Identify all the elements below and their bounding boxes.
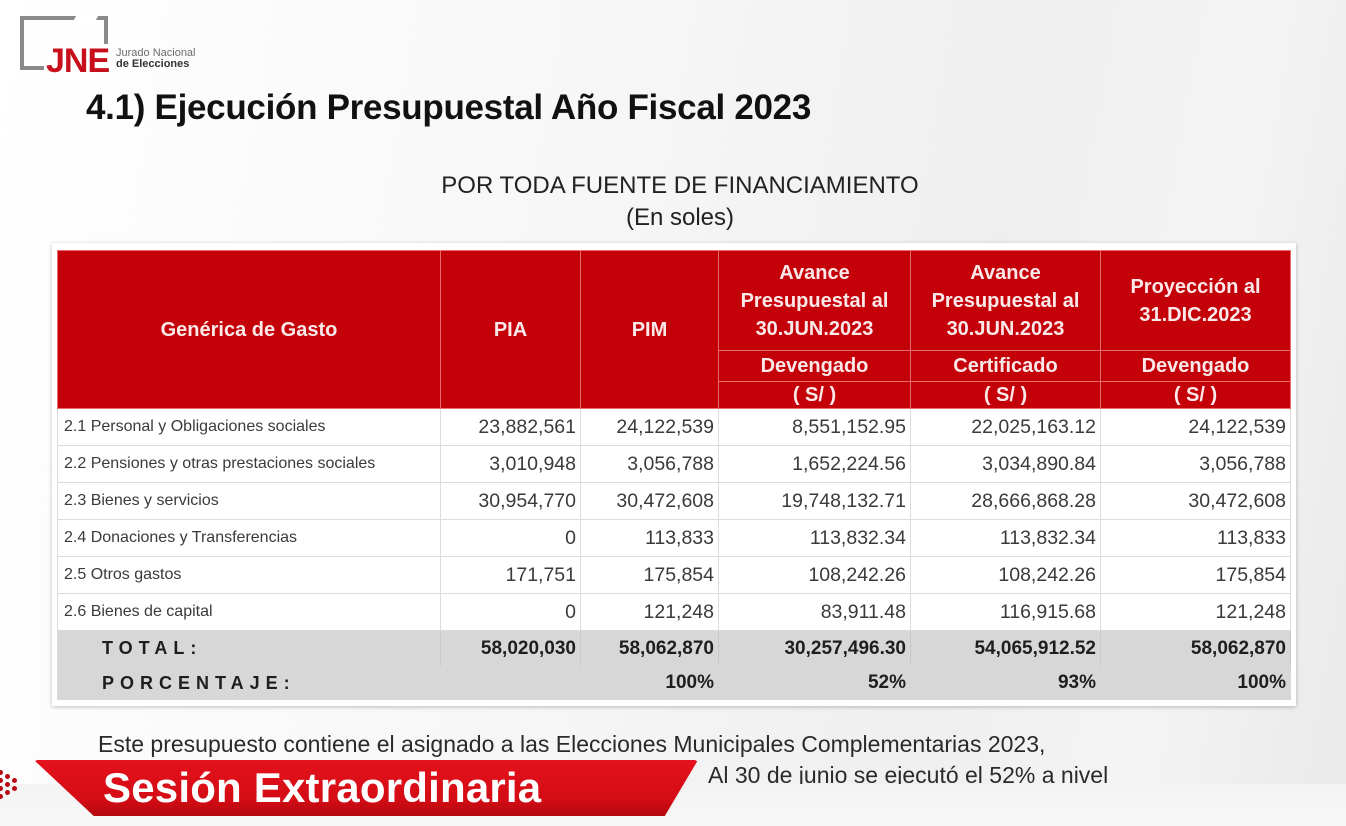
row-label: 2.6 Bienes de capital	[57, 593, 441, 631]
cell-pia: 0	[440, 593, 581, 631]
cell-proyeccion: 121,248	[1100, 593, 1291, 631]
cell-proyeccion: 3,056,788	[1100, 445, 1291, 483]
cell-proyeccion: 175,854	[1100, 556, 1291, 594]
cell-devengado: 113,832.34	[718, 519, 911, 557]
row-label: 2.5 Otros gastos	[57, 556, 441, 594]
cell-certificado: 108,242.26	[910, 556, 1101, 594]
total-pim: 58,062,870	[580, 630, 719, 667]
header-pim: PIM	[580, 250, 719, 409]
row-label: 2.4 Donaciones y Transferencias	[57, 519, 441, 557]
cell-certificado: 116,915.68	[910, 593, 1101, 631]
budget-table: Genérica de Gasto PIA PIM Avance Presupu…	[57, 250, 1291, 700]
table-row: 2.6 Bienes de capital 0 121,248 83,911.4…	[57, 593, 1291, 631]
footer-note-line1: Este presupuesto contiene el asignado a …	[98, 731, 1046, 757]
logo-mark: JNE	[44, 42, 112, 80]
jne-logo: JNE Jurado Nacional de Elecciones	[20, 12, 220, 78]
total-label: TOTAL:	[57, 630, 441, 667]
currency-certificado: ( S/ )	[910, 381, 1101, 409]
total-pia: 58,020,030	[440, 630, 581, 667]
cell-certificado: 3,034,890.84	[910, 445, 1101, 483]
header-proyeccion: Proyección al 31.DIC.2023	[1100, 250, 1291, 351]
row-label: 2.2 Pensiones y otras prestaciones socia…	[57, 445, 441, 483]
cell-pia: 171,751	[440, 556, 581, 594]
cell-pim: 113,833	[580, 519, 719, 557]
cell-devengado: 1,652,224.56	[718, 445, 911, 483]
dots-pattern-icon	[0, 770, 22, 804]
cell-devengado: 8,551,152.95	[718, 408, 911, 446]
cell-pim: 121,248	[580, 593, 719, 631]
percentage-proyeccion: 100%	[1100, 666, 1291, 700]
currency-devengado: ( S/ )	[718, 381, 911, 409]
percentage-pim: 100%	[580, 666, 719, 700]
table-row: 2.5 Otros gastos 171,751 175,854 108,242…	[57, 556, 1291, 594]
cell-certificado: 28,666,868.28	[910, 482, 1101, 520]
percentage-certificado: 93%	[910, 666, 1101, 700]
row-label: 2.3 Bienes y servicios	[57, 482, 441, 520]
page-title: 4.1) Ejecución Presupuestal Año Fiscal 2…	[86, 88, 811, 127]
header-pia: PIA	[440, 250, 581, 409]
header-avance-certificado: Avance Presupuestal al 30.JUN.2023	[910, 250, 1101, 351]
cell-pia: 23,882,561	[440, 408, 581, 446]
total-proyeccion: 58,062,870	[1100, 630, 1291, 667]
table-row: 2.4 Donaciones y Transferencias 0 113,83…	[57, 519, 1291, 557]
subheader-proyeccion-devengado: Devengado	[1100, 350, 1291, 382]
budget-table-container: Genérica de Gasto PIA PIM Avance Presupu…	[52, 243, 1296, 706]
percentage-row: PORCENTAJE: 100% 52% 93% 100%	[57, 666, 1291, 700]
total-certificado: 54,065,912.52	[910, 630, 1101, 667]
subtitle-line2: (En soles)	[625, 204, 735, 231]
percentage-pia	[440, 666, 581, 700]
table-subtitle: POR TODA FUENTE DE FINANCIAMIENTO (En so…	[0, 170, 1346, 234]
cell-pim: 30,472,608	[580, 482, 719, 520]
cell-pim: 3,056,788	[580, 445, 719, 483]
cell-certificado: 22,025,163.12	[910, 408, 1101, 446]
logo-org-line2: de Elecciones	[116, 58, 190, 70]
subtitle-line1: POR TODA FUENTE DE FINANCIAMIENTO	[441, 172, 919, 199]
cell-pim: 175,854	[580, 556, 719, 594]
cell-certificado: 113,832.34	[910, 519, 1101, 557]
logo-org-line1: Jurado Nacional	[116, 47, 196, 59]
header-generica: Genérica de Gasto	[57, 250, 441, 409]
row-label: 2.1 Personal y Obligaciones sociales	[57, 408, 441, 446]
cell-pim: 24,122,539	[580, 408, 719, 446]
footer-note-line2: Al 30 de junio se ejecutó el 52% a nivel	[708, 762, 1109, 786]
table-row: 2.3 Bienes y servicios 30,954,770 30,472…	[57, 482, 1291, 520]
cell-proyeccion: 24,122,539	[1100, 408, 1291, 446]
subheader-certificado: Certificado	[910, 350, 1101, 382]
total-devengado: 30,257,496.30	[718, 630, 911, 667]
cell-proyeccion: 113,833	[1100, 519, 1291, 557]
cell-pia: 30,954,770	[440, 482, 581, 520]
cell-devengado: 83,911.48	[718, 593, 911, 631]
table-row: 2.1 Personal y Obligaciones sociales 23,…	[57, 408, 1291, 446]
session-banner-label: Sesión Extraordinaria	[103, 764, 542, 811]
percentage-devengado: 52%	[718, 666, 911, 700]
percentage-label: PORCENTAJE:	[57, 666, 441, 700]
total-row: TOTAL: 58,020,030 58,062,870 30,257,496.…	[57, 630, 1291, 667]
session-banner	[34, 760, 698, 816]
logo-org-name: Jurado Nacional de Elecciones	[116, 48, 196, 70]
subheader-devengado: Devengado	[718, 350, 911, 382]
header-avance-devengado: Avance Presupuestal al 30.JUN.2023	[718, 250, 911, 351]
cell-pia: 3,010,948	[440, 445, 581, 483]
cell-devengado: 108,242.26	[718, 556, 911, 594]
cell-proyeccion: 30,472,608	[1100, 482, 1291, 520]
cell-pia: 0	[440, 519, 581, 557]
table-row: 2.2 Pensiones y otras prestaciones socia…	[57, 445, 1291, 483]
cell-devengado: 19,748,132.71	[718, 482, 911, 520]
currency-proyeccion: ( S/ )	[1100, 381, 1291, 409]
